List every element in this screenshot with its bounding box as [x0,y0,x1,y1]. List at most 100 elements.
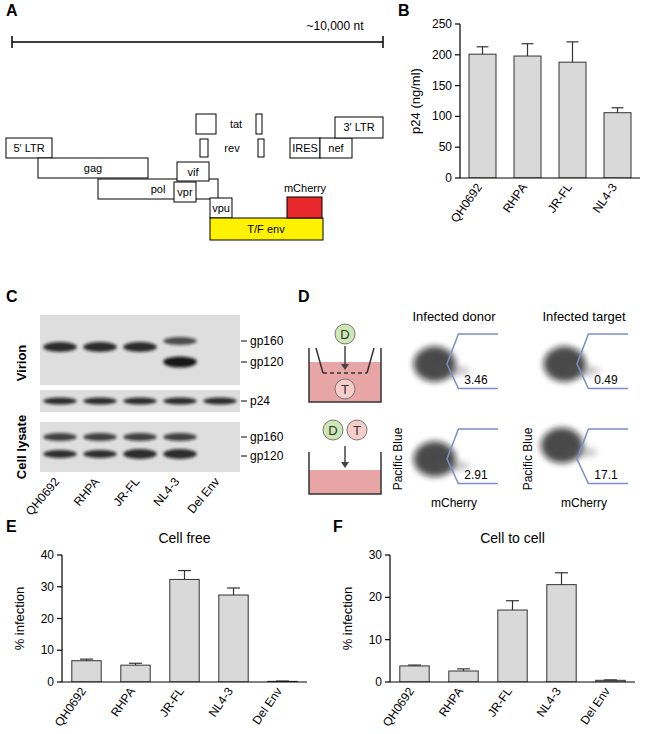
panel-label: F [333,518,343,535]
category-label: JR-FL [545,180,575,215]
blot-band [83,398,117,405]
x-axis [460,177,640,178]
gene-label: 5′ LTR [13,142,44,154]
category-label: NL4-3 [590,180,620,215]
scale-bar-end [382,36,384,48]
gene-label: vpr [177,186,193,198]
bar [547,585,576,682]
y-tick [57,650,62,651]
blot-image [40,390,240,412]
y-axis [389,555,390,682]
marks [72,571,297,682]
y-tick [385,597,390,598]
bar-chart: QH0692RHPAJR-FLNL4-3Del Env010203040% in… [12,530,307,729]
band-label: gp160 [250,430,284,444]
y-tick-label: 0 [375,675,382,689]
cell [347,420,367,440]
cell-cloud [544,346,586,381]
gene-label: vpu [212,202,230,214]
gene-label: tat [230,118,242,130]
band-pointer [241,362,247,363]
blot-band [123,398,157,405]
cell [335,324,355,344]
y-axis-label: Pacific Blue [521,427,535,490]
y-tick-label: 10 [41,643,55,657]
error-bar [408,665,421,667]
gene-label: IRES [292,142,318,154]
row-label: Cell lysate [14,415,29,479]
medium [309,470,381,494]
y-tick-label: 250 [432,17,452,31]
gate [447,334,498,388]
gene-box [177,162,209,181]
category-label: Del Env [577,685,613,727]
error-cap [178,570,191,571]
blot-band [163,398,197,405]
blot-band [163,357,197,368]
error-bar [477,47,489,54]
y-tick [385,681,390,682]
error-line [561,573,562,585]
gate-value: 17.1 [594,468,618,482]
error-bar [522,44,534,56]
error-bar [227,588,240,595]
genome-map: ~10,000 nt5′ LTRgagpolvifvprtatrevvpuT/F… [6,19,383,240]
gene-box [258,139,264,157]
error-cap [477,46,489,47]
error-bar [506,601,519,610]
error-line [184,571,185,580]
blot-band [163,433,197,441]
y-tick [385,554,390,555]
row-label: Virion [14,345,29,382]
y-tick-label: 200 [432,48,452,62]
x-axis [62,681,307,682]
cell-label: D [328,423,337,438]
category-label: QH0692 [380,684,417,729]
error-bar [604,679,617,680]
band-label: gp120 [250,355,284,369]
gene-label: mCherry [284,182,327,194]
bar [514,56,541,178]
y-tick-label: 10 [369,633,383,647]
bar [559,62,586,178]
blot-band [83,450,117,458]
y-tick [455,177,460,178]
blot-band [43,433,77,441]
y-axis [459,24,460,178]
y-axis-label: % infection [12,587,27,651]
error-cap [457,668,470,669]
y-tick-label: 30 [369,548,383,562]
y-tick [57,681,62,682]
category-label: NL4-3 [206,684,236,719]
flow-panel: DTDTInfected donorInfected target3.460.4… [309,309,628,510]
error-cap [506,600,519,601]
error-bar [555,573,568,585]
gene-box [210,218,323,240]
y-tick-label: 30 [41,580,55,594]
y-axis-label: Pacific Blue [391,427,405,490]
blot-band [123,433,157,441]
y-axis-label: p24 (ng/ml) [408,68,423,134]
error-cap [227,587,240,588]
error-line [482,47,483,54]
gene-label: vif [188,166,200,178]
category-label: QH0692 [52,684,89,729]
y-tick-label: 20 [369,590,383,604]
chart-title: Cell free [158,530,210,546]
gene-box [174,182,196,202]
gene-label: T/F env [247,223,285,235]
category-label: QH0692 [448,180,485,225]
gene-label: nef [328,142,344,154]
cell [323,420,343,440]
category-label: JR-FL [157,684,187,719]
lane-label: QH0692 [23,475,63,518]
error-cap [567,41,579,42]
y-tick [57,554,62,555]
gene-label: 3′ LTR [343,121,374,133]
bar [219,595,248,682]
bar-chart: QH0692RHPAJR-FLNL4-3Del Env0102030% infe… [340,530,635,729]
scale-bar [12,41,383,43]
lane-label: Del Env [185,475,223,516]
blot-band [43,398,77,405]
error-cap [555,572,568,573]
